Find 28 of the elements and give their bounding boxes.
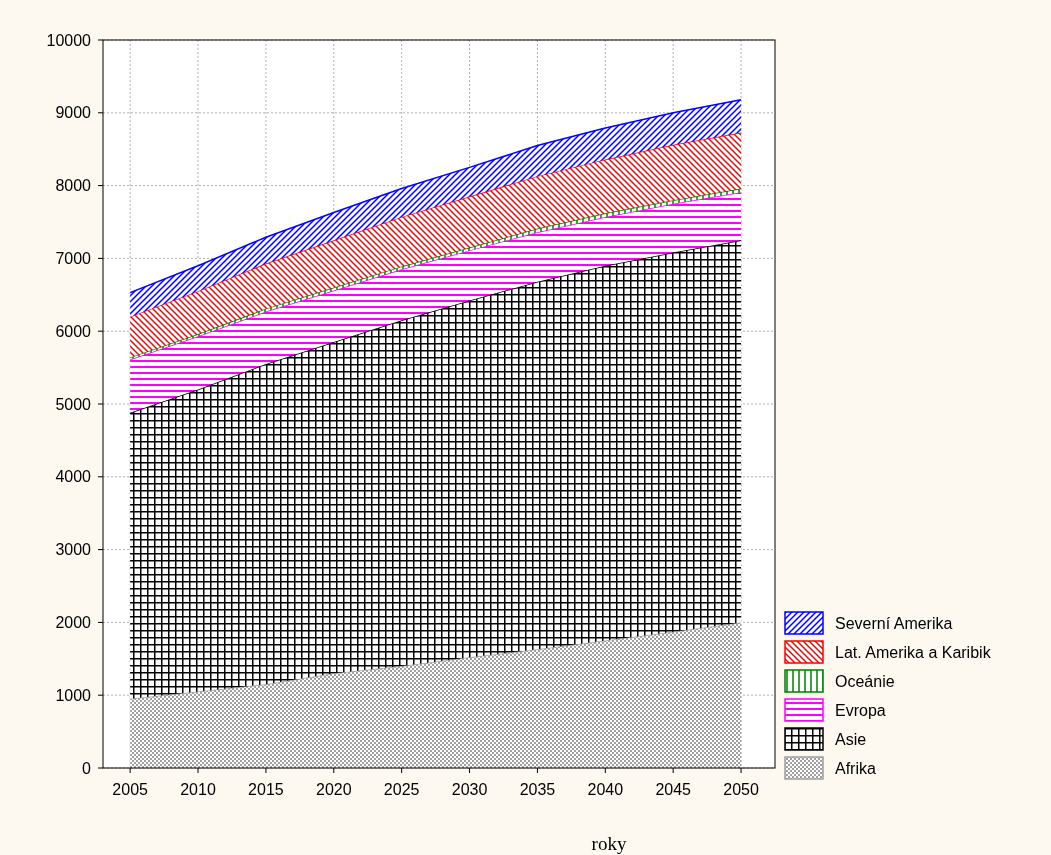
x-tick-label: 2010	[180, 781, 216, 798]
x-tick-label: 2005	[112, 781, 149, 798]
x-tick-label: 2025	[383, 781, 420, 798]
legend-label: Severní Amerika	[835, 614, 953, 632]
y-tick-label: 5000	[55, 395, 92, 413]
x-tick-label: 2035	[519, 781, 556, 798]
y-tick-label: 9000	[55, 104, 92, 122]
x-tick-label: 2045	[655, 781, 692, 798]
y-tick-label: 3000	[55, 541, 92, 559]
y-tick-label: 6000	[55, 322, 92, 340]
y-tick-label: 8000	[55, 177, 92, 195]
y-tick-label: 2000	[55, 614, 92, 631]
legend-label: Evropa	[835, 701, 886, 719]
y-tick-label: 4000	[55, 468, 92, 486]
x-axis-title: roky	[591, 833, 627, 854]
legend-label: Oceánie	[835, 672, 895, 690]
legend-label: Lat. Amerika a Karibik	[835, 643, 992, 661]
y-tick-label: 7000	[55, 250, 92, 267]
x-tick-label: 2030	[451, 781, 488, 798]
x-tick-label: 2015	[248, 781, 284, 798]
x-tick-label: 2050	[723, 781, 759, 798]
y-tick-label: 1000	[55, 686, 92, 704]
y-tick-label: 0	[82, 759, 92, 777]
y-tick-label: 10000	[46, 31, 92, 49]
legend-label: Asie	[835, 730, 867, 748]
legend-label: Afrika	[835, 759, 876, 777]
x-tick-label: 2020	[315, 781, 352, 798]
x-tick-label: 2040	[587, 781, 624, 798]
